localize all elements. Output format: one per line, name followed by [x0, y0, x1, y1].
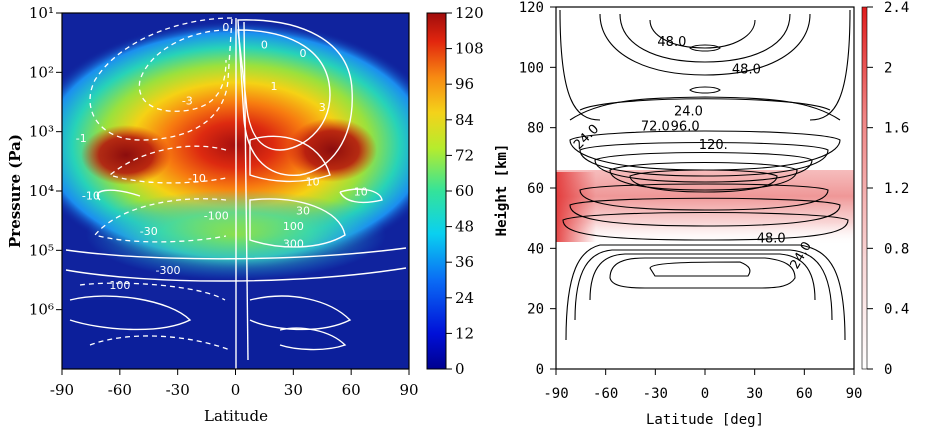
right-contour-label: 24.0 [674, 105, 703, 120]
right-y-tick-label: 80 [527, 121, 544, 137]
contour-lines [65, 18, 407, 369]
left-colorbar [426, 12, 447, 370]
right-y-tick-label: 0 [536, 362, 544, 378]
left-colorbar-tick-label: 0 [455, 360, 465, 378]
right-y-tick-label: 120 [519, 0, 544, 16]
left-plot-area [62, 13, 409, 369]
left-x-ticks: -90 -60 -30 0 30 60 90 [50, 369, 419, 399]
left-y-tick-label: 10³ [29, 123, 54, 141]
right-colorbar-tick-label: 2 [884, 60, 892, 76]
right-x-tick-label: 60 [796, 386, 813, 402]
left-contour-labels: 0 0 0 1 -3 -1 3 -10 10 -10 10 -100 100 30 -30 300 -300 10… [76, 21, 368, 292]
right-x-tick-label: -90 [543, 386, 568, 402]
left-contour-label: 1 [271, 80, 278, 93]
red-shading-edge [556, 172, 596, 242]
left-x-tick-label: 0 [231, 381, 241, 399]
left-contour-label: -100 [204, 209, 229, 222]
right-contour-label: 48.0 [757, 231, 786, 246]
right-contour-label: 96.0 [671, 120, 700, 135]
right-contour-label: 48.0 [657, 35, 686, 50]
right-y-ticks: 0 20 40 60 80 100 120 [519, 0, 556, 378]
left-contour-label: -300 [156, 264, 181, 277]
right-colorbar-tick-label: 0 [884, 362, 892, 378]
right-x-tick-label: -30 [643, 386, 668, 402]
red-shading-band [556, 170, 854, 245]
right-colorbar-ticks: 0 0.4 0.8 1.2 1.6 2 2.4 [867, 0, 909, 378]
right-y-tick-label: 100 [519, 60, 544, 76]
left-y-tick-label: 10⁵ [29, 241, 54, 259]
left-colorbar-tick-label: 48 [455, 218, 474, 236]
right-colorbar [861, 6, 868, 370]
left-contour-label: 3 [319, 101, 326, 114]
left-colorbar-tick-label: 120 [455, 4, 484, 22]
left-colorbar-tick-label: 12 [455, 324, 474, 342]
right-x-tick-label: -60 [593, 386, 618, 402]
right-colorbar-tick-label: 0.8 [884, 241, 909, 257]
left-contour-label: -10 [82, 190, 100, 203]
right-y-label: Height [km] [494, 144, 510, 237]
left-colorbar-tick-label: 36 [455, 253, 474, 271]
core-north [287, 118, 377, 182]
left-contour-label: 10 [354, 186, 368, 199]
left-colorbar-tick-label: 84 [455, 111, 474, 129]
left-x-tick-label: 90 [399, 381, 418, 399]
right-contour-label: 72.0 [641, 120, 670, 135]
left-colorbar-tick-label: 72 [455, 146, 474, 164]
left-colorbar-tick-label: 24 [455, 289, 474, 307]
right-x-tick-label: 0 [701, 386, 709, 402]
left-x-tick-label: 30 [284, 381, 303, 399]
dashed-contours [79, 17, 233, 351]
right-x-tick-label: 30 [746, 386, 763, 402]
left-contour-label: -1 [76, 132, 87, 145]
left-contour-label: 300 [283, 238, 304, 251]
right-contour-label: 120. [699, 138, 728, 153]
right-y-tick-label: 60 [527, 181, 544, 197]
left-colorbar-tick-label: 96 [455, 75, 474, 93]
right-y-tick-label: 20 [527, 302, 544, 318]
left-contour-label: -30 [140, 225, 158, 238]
left-colorbar-tick-label: 108 [455, 40, 484, 58]
right-colorbar-tick-label: 2.4 [884, 0, 909, 16]
left-y-tick-label: 10⁶ [29, 301, 54, 319]
left-x-tick-label: -60 [108, 381, 132, 399]
left-x-tick-label: 60 [342, 381, 361, 399]
left-x-tick-label: -90 [50, 381, 74, 399]
left-contour-label: 0 [222, 21, 229, 34]
left-y-tick-label: 10² [29, 63, 54, 81]
core-south [81, 125, 171, 185]
left-colorbar-ticks: 0 12 24 36 48 60 72 84 96 108 120 [446, 4, 484, 378]
right-colorbar-tick-label: 0.4 [884, 302, 909, 318]
right-x-tick-label: 90 [846, 386, 863, 402]
left-contour-label: 0 [261, 39, 268, 52]
right-colorbar-tick-label: 1.6 [884, 121, 909, 137]
left-y-tick-label: 10⁴ [29, 182, 54, 200]
right-x-label: Latitude [deg] [646, 412, 764, 428]
left-contour-label: 100 [109, 279, 130, 292]
left-y-tick-label: 10¹ [29, 4, 54, 22]
right-colorbar-tick-label: 1.2 [884, 181, 909, 197]
left-x-label: Latitude [204, 407, 268, 425]
left-x-tick-label: -30 [166, 381, 190, 399]
right-contour-label: 48.0 [732, 62, 761, 77]
right-x-ticks: -90 -60 -30 0 30 60 90 [543, 369, 862, 402]
left-y-label: Pressure (Pa) [6, 134, 24, 248]
right-contour-lines [559, 9, 851, 341]
left-contour-label: -3 [182, 95, 193, 108]
left-contour-label: 10 [306, 175, 320, 188]
left-contour-label: 30 [296, 205, 310, 218]
left-contour-label: -10 [188, 172, 206, 185]
left-y-ticks: 10¹ 10² 10³ 10⁴ 10⁵ 10⁶ [29, 4, 62, 319]
right-y-tick-label: 40 [527, 241, 544, 257]
left-contour-label: 100 [283, 220, 304, 233]
left-colorbar-tick-label: 60 [455, 182, 474, 200]
left-contour-label: 0 [299, 47, 306, 60]
